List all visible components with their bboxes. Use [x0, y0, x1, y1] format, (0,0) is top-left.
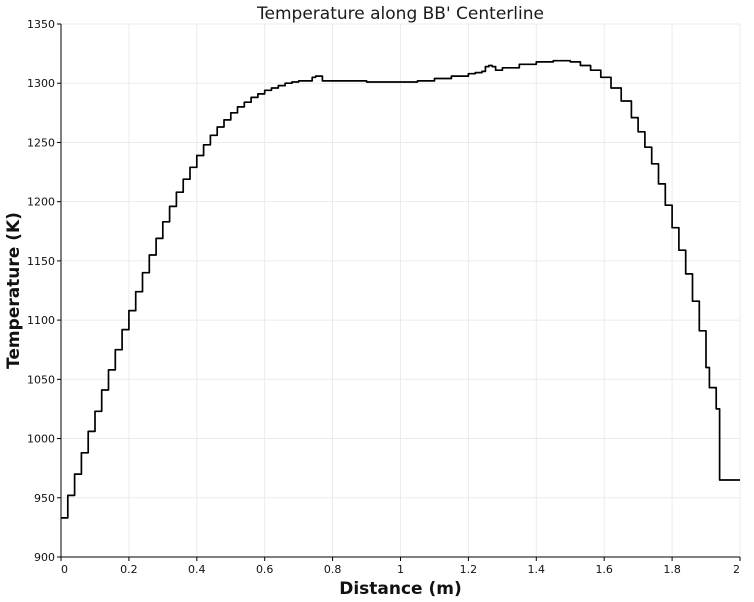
x-tick-label: 0.2 — [120, 563, 138, 576]
y-tick-label: 900 — [34, 551, 55, 564]
y-tick-label: 1100 — [27, 314, 55, 327]
x-tick-label: 1.2 — [460, 563, 478, 576]
x-tick-label: 0.6 — [256, 563, 274, 576]
y-tick-label: 1250 — [27, 136, 55, 149]
y-tick-label: 1300 — [27, 77, 55, 90]
chart-title: Temperature along BB' Centerline — [256, 4, 544, 24]
y-tick-label: 1350 — [27, 18, 55, 31]
y-tick-label: 1150 — [27, 255, 55, 268]
axes — [57, 23, 741, 561]
y-tick-label: 1200 — [27, 196, 55, 209]
x-tick-label: 0.4 — [188, 563, 206, 576]
tick-labels: 0 0.2 0.4 0.6 0.8 1 1.2 1.4 1.6 1.8 2 900 950 1000 105… — [27, 18, 740, 576]
y-tick-label: 950 — [34, 492, 55, 505]
x-axis-label: Distance (m) — [339, 579, 462, 599]
y-tick-label: 1050 — [27, 373, 55, 386]
x-tick-label: 1.6 — [595, 563, 613, 576]
x-tick-label: 1.4 — [528, 563, 546, 576]
x-tick-label: 0.8 — [324, 563, 342, 576]
x-tick-label: 2 — [733, 563, 740, 576]
x-tick-label: 1 — [397, 563, 404, 576]
y-axis-label: Temperature (K) — [4, 212, 24, 369]
x-tick-label: 1.8 — [663, 563, 681, 576]
x-tick-label: 0 — [61, 563, 68, 576]
grid — [60, 23, 741, 558]
temperature-series-line — [61, 59, 740, 519]
y-tick-label: 1000 — [27, 433, 55, 446]
series-layer — [61, 59, 740, 519]
